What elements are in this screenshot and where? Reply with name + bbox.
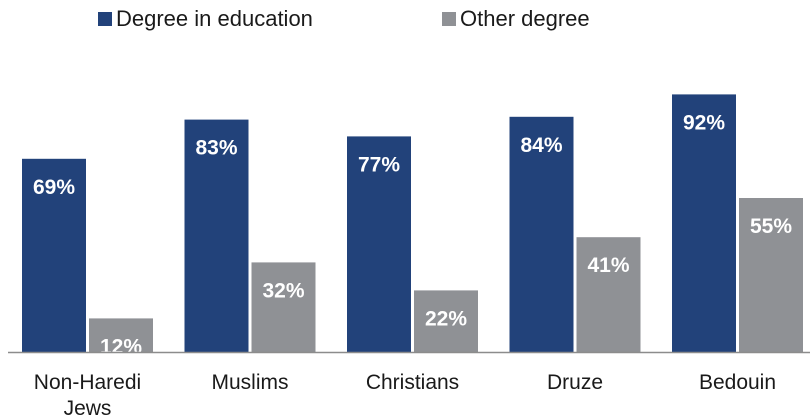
x-tick-label-2: Muslims	[212, 371, 289, 394]
bar-other-1	[89, 318, 153, 352]
x-tick-label-4: Druze	[547, 371, 603, 394]
data-label-education-3: 77%	[358, 153, 400, 176]
x-tick-label-1: Non-Haredi Jews	[34, 371, 141, 420]
x-tick-label-3: Christians	[366, 371, 459, 394]
bar-other-3	[414, 290, 478, 352]
bar-education-2	[184, 119, 249, 352]
data-label-other-3: 22%	[425, 307, 467, 330]
legend-swatch-2	[442, 12, 456, 26]
bar-education-1	[22, 158, 86, 352]
legend-label-2: Other degree	[460, 6, 590, 31]
data-label-other-2: 32%	[262, 279, 304, 302]
legend: Degree in education Other degree	[98, 6, 590, 31]
data-label-other-4: 41%	[587, 254, 629, 277]
x-tick-labels: Non-Haredi Jews Muslims Christians Druze Bedo…	[34, 371, 776, 420]
data-label-education-1: 69%	[33, 176, 75, 199]
legend-label-1: Degree in education	[116, 6, 313, 31]
bar-other-2	[251, 262, 316, 352]
bar-other-5	[739, 198, 803, 352]
data-label-other-1: 12%	[100, 335, 142, 358]
bars	[22, 94, 803, 353]
data-label-education-4: 84%	[520, 134, 562, 157]
bar-education-5	[672, 94, 736, 353]
legend-swatch-1	[98, 12, 112, 26]
x-tick-label-5: Bedouin	[699, 371, 776, 394]
bar-other-4	[576, 237, 641, 352]
data-label-education-2: 83%	[195, 137, 237, 160]
data-label-education-5: 92%	[683, 111, 725, 134]
bar-education-3	[347, 136, 411, 352]
data-labels: 69% 12% 83% 32% 77% 22% 84% 41% 92% 55%	[33, 111, 792, 358]
data-label-other-5: 55%	[750, 215, 792, 238]
bar-education-4	[509, 116, 574, 352]
